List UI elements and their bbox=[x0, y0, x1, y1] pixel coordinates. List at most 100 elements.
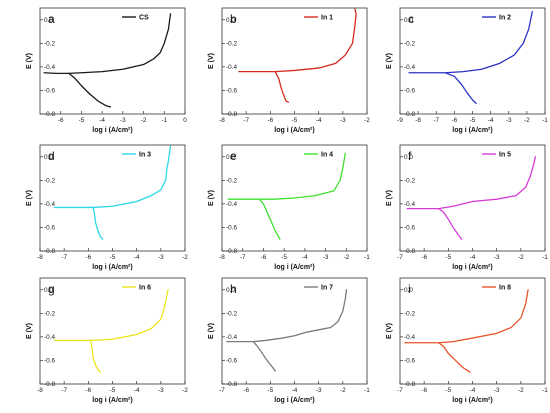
panel-letter: a bbox=[48, 12, 55, 26]
cathodic-curve bbox=[258, 198, 281, 240]
x-tick-label: -8 bbox=[37, 254, 43, 261]
y-tick-label: 0.0 bbox=[404, 154, 413, 161]
y-tick-label: -0.8 bbox=[404, 111, 415, 118]
x-tick-label: -4 bbox=[302, 254, 308, 261]
x-tick-label: -3 bbox=[506, 117, 512, 124]
y-tick-label: -0.4 bbox=[44, 334, 55, 341]
x-tick-label: -3 bbox=[494, 387, 500, 394]
anodic-curve bbox=[53, 145, 172, 209]
y-tick-label: 0.0 bbox=[226, 287, 235, 294]
plot-frame bbox=[221, 144, 368, 252]
y-tick-label: -0.8 bbox=[226, 248, 237, 255]
x-tick-label: -6 bbox=[58, 117, 64, 124]
x-axis-title: log i (A/cm²) bbox=[452, 264, 492, 271]
legend-label: CS bbox=[139, 15, 149, 22]
plot-frame bbox=[39, 144, 186, 252]
y-tick-label: -0.6 bbox=[404, 358, 415, 365]
x-tick-label: -2 bbox=[518, 387, 524, 394]
x-tick-label: -3 bbox=[316, 387, 322, 394]
x-tick-label: -2 bbox=[340, 387, 346, 394]
x-tick-label: -2 bbox=[524, 117, 530, 124]
panel-h: -7 -6 -5 -4 -3 -2 -1 0.0 -0.2 -0.4 -0.6 -0.8 log i (… bbox=[208, 277, 370, 404]
plot-frame bbox=[39, 7, 186, 115]
anodic-curve bbox=[227, 152, 346, 200]
x-tick-label: -6 bbox=[243, 387, 249, 394]
x-tick-label: -3 bbox=[120, 117, 126, 124]
anodic-curve bbox=[406, 156, 536, 210]
y-tick-label: 0.0 bbox=[44, 287, 53, 294]
x-tick-label: -7 bbox=[433, 117, 439, 124]
x-tick-label: -2 bbox=[518, 254, 524, 261]
y-tick-label: -0.6 bbox=[404, 225, 415, 232]
x-tick-label: -5 bbox=[79, 117, 85, 124]
x-tick-label: -5 bbox=[110, 254, 116, 261]
y-axis-title: E (V) bbox=[208, 323, 215, 339]
y-axis-title: E (V) bbox=[208, 53, 215, 69]
x-tick-label: -6 bbox=[421, 254, 427, 261]
x-tick-label: -3 bbox=[158, 387, 164, 394]
y-tick-label: -0.4 bbox=[226, 64, 237, 71]
x-tick-label: -4 bbox=[470, 254, 476, 261]
x-tick-label: -1 bbox=[542, 387, 548, 394]
y-tick-label: -0.4 bbox=[44, 64, 55, 71]
panel-letter: e bbox=[230, 149, 237, 163]
x-tick-label: -3 bbox=[340, 117, 346, 124]
x-tick-label: -2 bbox=[182, 254, 188, 261]
x-tick-label: -5 bbox=[292, 117, 298, 124]
x-tick-label: 0 bbox=[183, 117, 187, 124]
y-tick-label: -0.4 bbox=[404, 201, 415, 208]
y-tick-label: -0.6 bbox=[226, 225, 237, 232]
x-tick-label: -7 bbox=[243, 117, 249, 124]
x-tick-label: -1 bbox=[161, 117, 167, 124]
x-tick-label: -3 bbox=[158, 254, 164, 261]
x-tick-label: -4 bbox=[292, 387, 298, 394]
x-tick-label: -1 bbox=[542, 117, 548, 124]
plot-frame bbox=[221, 277, 368, 385]
x-tick-label: -1 bbox=[364, 387, 370, 394]
y-tick-label: -0.8 bbox=[404, 381, 415, 388]
x-tick-label: -2 bbox=[182, 387, 188, 394]
y-axis-title: E (V) bbox=[26, 53, 33, 69]
y-axis-title: E (V) bbox=[386, 323, 393, 339]
panel-letter: f bbox=[408, 149, 412, 163]
panel-letter: c bbox=[408, 12, 414, 26]
x-tick-label: -3 bbox=[494, 254, 500, 261]
anodic-curve bbox=[53, 289, 169, 342]
x-tick-label: -8 bbox=[219, 117, 225, 124]
x-axis-title: log i (A/cm²) bbox=[274, 264, 314, 271]
x-axis-title: log i (A/cm²) bbox=[274, 397, 314, 404]
x-axis-title: log i (A/cm²) bbox=[274, 127, 314, 134]
panel-e: -8 -7 -6 -5 -4 -3 -2 -1 0.0 -0.2 -0.4 -0.6 -0.8 log i… bbox=[208, 144, 370, 271]
y-tick-label: -0.8 bbox=[44, 381, 55, 388]
y-tick-label: -0.4 bbox=[404, 64, 415, 71]
x-tick-label: -6 bbox=[85, 254, 91, 261]
y-axis-title: E (V) bbox=[208, 190, 215, 206]
panel-g: -8 -7 -6 -5 -4 -3 -2 0.0 -0.2 -0.4 -0.6 -0.8 log i (… bbox=[26, 277, 188, 404]
y-tick-label: 0.0 bbox=[226, 154, 235, 161]
y-tick-label: -0.2 bbox=[226, 41, 237, 48]
y-tick-label: -0.2 bbox=[226, 178, 237, 185]
plot-frame bbox=[399, 144, 546, 252]
cathodic-curve bbox=[92, 206, 104, 240]
panel-i: -7 -6 -5 -4 -3 -2 -1 0.0 -0.2 -0.4 -0.6 -0.8 log i (… bbox=[386, 277, 548, 404]
x-tick-label: -5 bbox=[470, 117, 476, 124]
x-tick-label: -8 bbox=[415, 117, 421, 124]
x-tick-label: -4 bbox=[316, 117, 322, 124]
anodic-curve bbox=[238, 8, 357, 73]
x-tick-label: -2 bbox=[364, 117, 370, 124]
x-tick-label: -5 bbox=[267, 387, 273, 394]
y-axis-title: E (V) bbox=[386, 53, 393, 69]
legend-label: In 3 bbox=[139, 152, 151, 159]
y-tick-label: -0.8 bbox=[226, 111, 237, 118]
y-tick-label: -0.8 bbox=[44, 248, 55, 255]
cathodic-curve bbox=[444, 72, 477, 105]
x-tick-label: -9 bbox=[397, 117, 403, 124]
panel-d: -8 -7 -6 -5 -4 -3 -2 0.0 -0.2 -0.4 -0.6 -0.8 log i (… bbox=[26, 144, 188, 271]
y-tick-label: -0.8 bbox=[226, 381, 237, 388]
y-tick-label: -0.2 bbox=[44, 178, 55, 185]
y-axis-title: E (V) bbox=[26, 323, 33, 339]
y-tick-label: -0.2 bbox=[404, 41, 415, 48]
plot-frame bbox=[399, 7, 546, 115]
panel-b: -8 -7 -6 -5 -4 -3 -2 0.0 -0.2 -0.4 -0.6 -0.8 log i (… bbox=[208, 7, 370, 134]
